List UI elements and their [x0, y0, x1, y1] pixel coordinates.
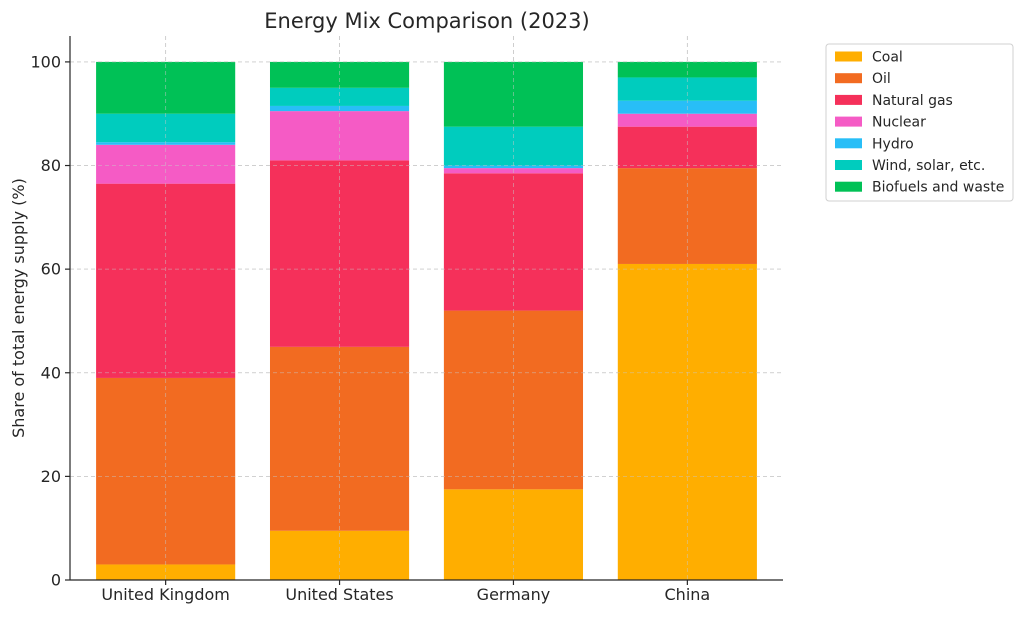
- bar-segment: [617, 77, 757, 101]
- legend-label: Nuclear: [872, 115, 926, 131]
- legend-swatch: [835, 138, 862, 149]
- y-tick-label: 80: [41, 156, 61, 175]
- y-tick-label: 0: [51, 571, 61, 590]
- legend-swatch: [835, 116, 862, 127]
- x-tick-label: Germany: [477, 585, 551, 604]
- legend-label: Oil: [872, 71, 891, 87]
- bar-segment: [617, 126, 757, 169]
- legend-label: Coal: [872, 50, 903, 66]
- legend-swatch: [835, 94, 862, 105]
- bar-segment: [443, 165, 584, 169]
- y-tick-label: 20: [41, 467, 61, 486]
- bar-segment: [96, 564, 236, 580]
- legend-swatch: [835, 51, 862, 62]
- y-tick-label: 100: [30, 52, 61, 71]
- legend-frame: [825, 43, 1014, 202]
- chart-title: Energy Mix Comparison (2023): [264, 9, 590, 33]
- x-tick-label: United States: [285, 585, 393, 604]
- y-axis-label: Share of total energy supply (%): [9, 178, 28, 438]
- bar-segment: [617, 61, 757, 78]
- legend-label: Natural gas: [872, 93, 953, 109]
- legend-swatch: [835, 73, 862, 84]
- bar-segment: [269, 87, 410, 106]
- legend-label: Biofuels and waste: [872, 180, 1004, 196]
- bar-segment: [443, 126, 584, 166]
- legend-label: Hydro: [872, 136, 914, 152]
- bars: [70, 36, 783, 581]
- legend-swatch: [835, 181, 862, 192]
- x-tick-label: United Kingdom: [101, 585, 229, 604]
- y-tick-label: 40: [41, 363, 61, 382]
- axes: 0 20 40 60 80 100 United Kingdom United States G…: [30, 36, 783, 604]
- x-tick-label: China: [665, 585, 711, 604]
- legend: Coal Oil Natural gas Nuclear Hydro Wind, sola…: [825, 43, 1014, 202]
- legend-label: Wind, solar, etc.: [872, 158, 985, 174]
- y-tick-label: 60: [41, 260, 61, 279]
- legend-swatch: [835, 160, 862, 170]
